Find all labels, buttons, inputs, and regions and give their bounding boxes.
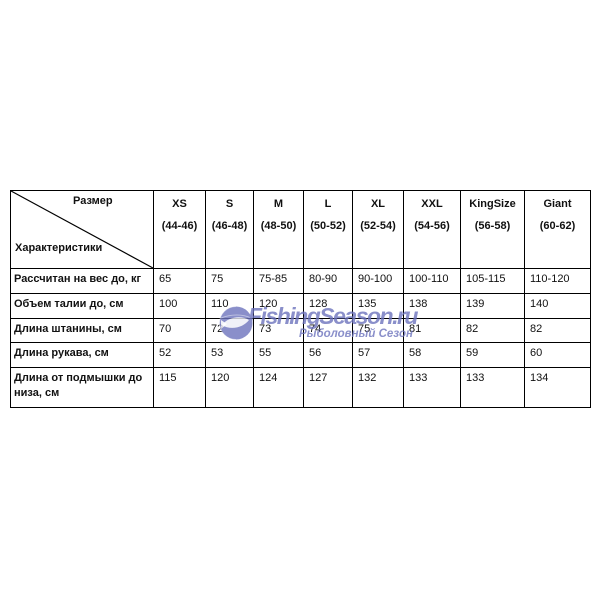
column-header-xl: XL (52-54) — [352, 190, 404, 269]
value-cell: 132 — [352, 367, 404, 408]
value-cell: 120 — [253, 293, 304, 319]
value-cell: 135 — [352, 293, 404, 319]
row-label: Длина рукава, см — [10, 342, 154, 368]
value-cell: 73 — [253, 318, 304, 343]
column-header-xs: XS (44-46) — [153, 190, 206, 269]
value-cell: 140 — [524, 293, 591, 319]
table-row: Объем талии до, см 100 110 120 128 135 138 139 1… — [10, 293, 591, 319]
value-cell: 139 — [460, 293, 525, 319]
table-row: Длина от подмышки до низа, см 115 120 124 12… — [10, 367, 591, 408]
value-cell: 120 — [205, 367, 254, 408]
value-cell: 138 — [403, 293, 461, 319]
value-cell: 72 — [205, 318, 254, 343]
value-cell: 57 — [352, 342, 404, 368]
corner-label-characteristics: Характеристики — [15, 242, 103, 254]
column-header-kingsize: KingSize (56-58) — [460, 190, 525, 269]
column-header-s: S (46-48) — [205, 190, 254, 269]
value-cell: 75 — [352, 318, 404, 343]
row-label: Объем талии до, см — [10, 293, 154, 319]
value-cell: 110 — [205, 293, 254, 319]
diagonal-divider — [11, 191, 153, 268]
row-label: Рассчитан на вес до, кг — [10, 268, 154, 294]
column-header-giant: Giant (60-62) — [524, 190, 591, 269]
value-cell: 82 — [524, 318, 591, 343]
value-cell: 60 — [524, 342, 591, 368]
value-cell: 134 — [524, 367, 591, 408]
value-cell: 100-110 — [403, 268, 461, 294]
value-cell: 81 — [403, 318, 461, 343]
column-header-l: L (50-52) — [303, 190, 353, 269]
value-cell: 70 — [153, 318, 206, 343]
header-row: Размер Характеристики XS (44-46) S (46-48) M… — [10, 190, 591, 269]
value-cell: 58 — [403, 342, 461, 368]
column-header-xxl: XXL (54-56) — [403, 190, 461, 269]
table-row: Рассчитан на вес до, кг 65 75 75-85 80-90 90-… — [10, 268, 591, 294]
value-cell: 110-120 — [524, 268, 591, 294]
column-header-m: M (48-50) — [253, 190, 304, 269]
value-cell: 82 — [460, 318, 525, 343]
table-row: Длина штанины, см 70 72 73 74 75 81 82 82 — [10, 318, 591, 343]
value-cell: 133 — [403, 367, 461, 408]
value-cell: 127 — [303, 367, 353, 408]
value-cell: 80-90 — [303, 268, 353, 294]
size-chart-table: Размер Характеристики XS (44-46) S (46-48) M… — [10, 190, 591, 408]
value-cell: 52 — [153, 342, 206, 368]
value-cell: 74 — [303, 318, 353, 343]
table-body: Рассчитан на вес до, кг 65 75 75-85 80-90 90-… — [10, 268, 591, 408]
value-cell: 124 — [253, 367, 304, 408]
value-cell: 56 — [303, 342, 353, 368]
value-cell: 53 — [205, 342, 254, 368]
value-cell: 105-115 — [460, 268, 525, 294]
row-label: Длина штанины, см — [10, 318, 154, 343]
value-cell: 100 — [153, 293, 206, 319]
corner-header-cell: Размер Характеристики — [10, 190, 154, 269]
table-row: Длина рукава, см 52 53 55 56 57 58 59 60 — [10, 342, 591, 368]
value-cell: 65 — [153, 268, 206, 294]
value-cell: 75-85 — [253, 268, 304, 294]
corner-label-size: Размер — [73, 195, 113, 207]
value-cell: 128 — [303, 293, 353, 319]
value-cell: 115 — [153, 367, 206, 408]
value-cell: 75 — [205, 268, 254, 294]
value-cell: 59 — [460, 342, 525, 368]
value-cell: 90-100 — [352, 268, 404, 294]
value-cell: 55 — [253, 342, 304, 368]
value-cell: 133 — [460, 367, 525, 408]
row-label: Длина от подмышки до низа, см — [10, 367, 154, 408]
